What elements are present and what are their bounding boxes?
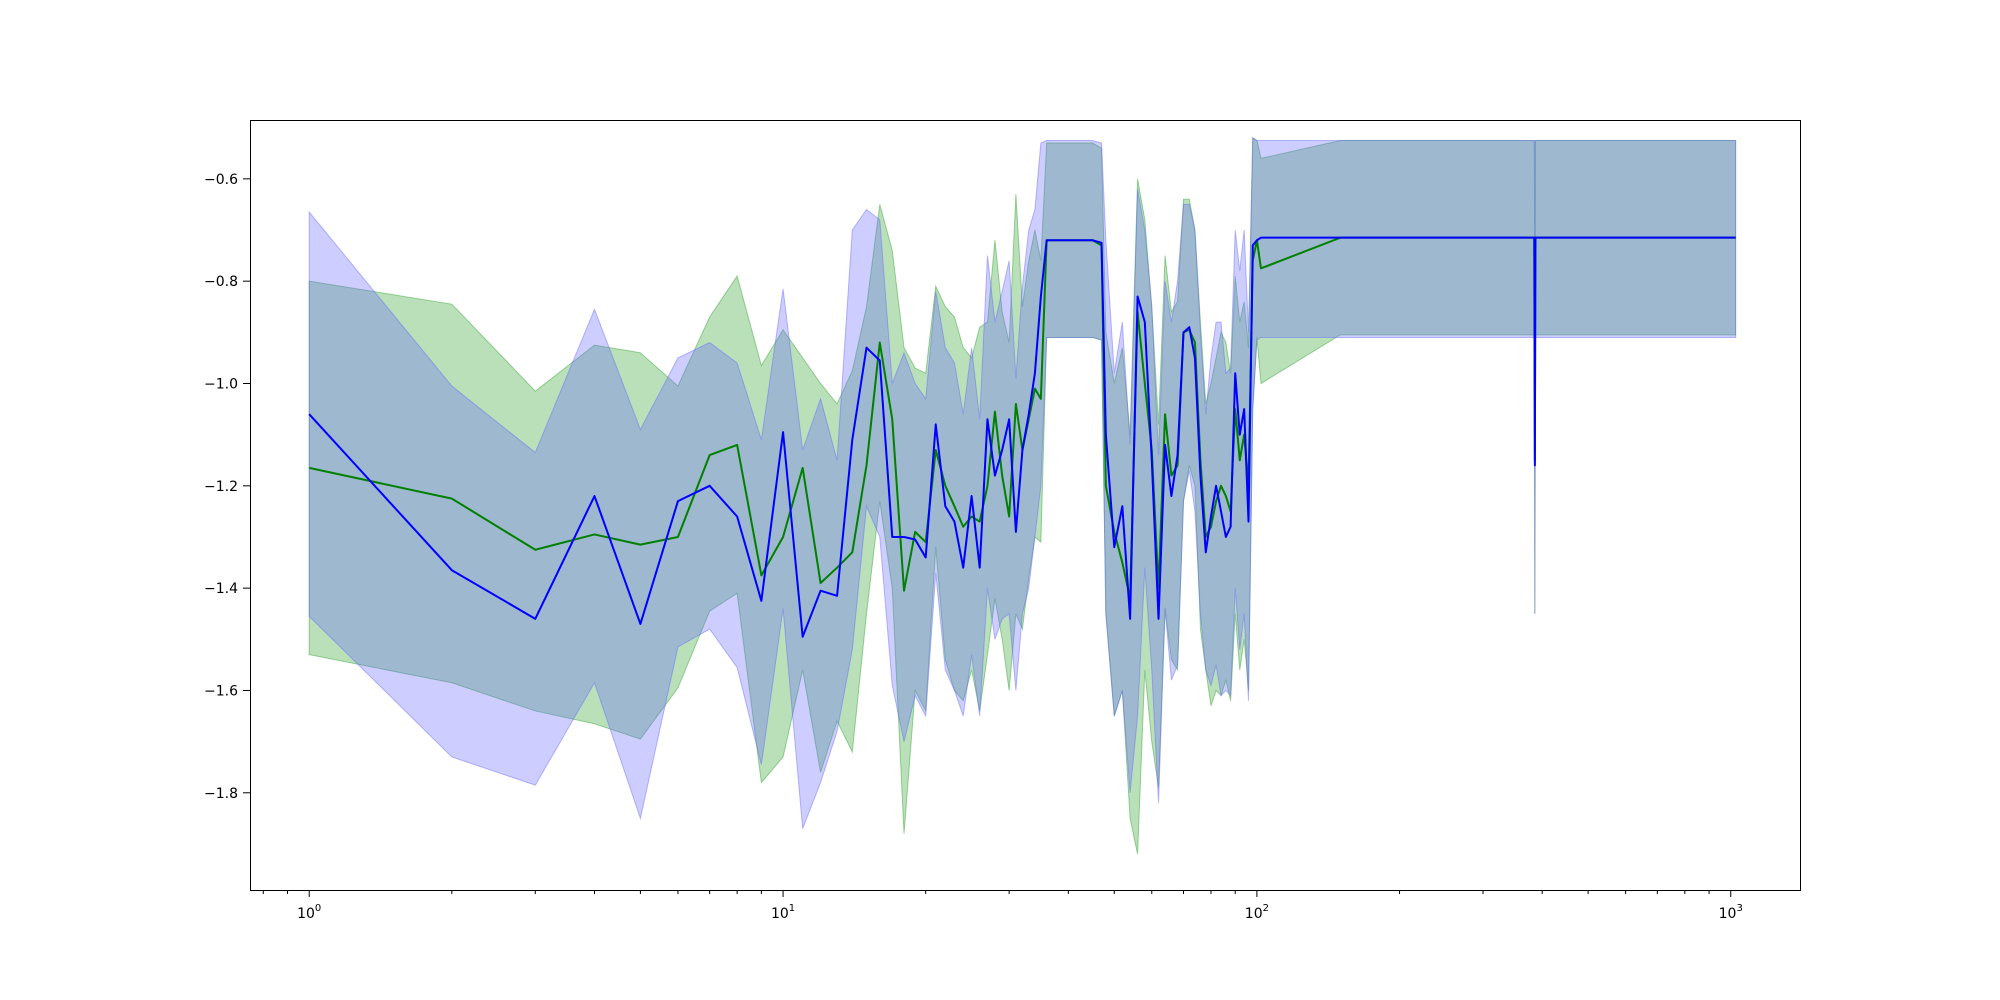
series-lines (308, 236, 1736, 638)
x-tick-label-0-exponent: 0 (315, 903, 321, 914)
confidence-bands (308, 137, 1737, 855)
y-axis: −0.6 −0.8 −1.0 −1.2 −1.4 −1.6 −1.8 (204, 172, 250, 802)
plot-frame (250, 120, 1801, 891)
y-tick-label-3: −1.2 (204, 479, 238, 495)
y-tick-label-0: −0.6 (204, 172, 238, 188)
x-tick-label-3-exponent: 3 (1736, 903, 1742, 914)
y-tick-label-2: −1.0 (204, 376, 238, 392)
series-1-band (308, 137, 1737, 855)
x-tick-label-1: 101 (771, 903, 795, 922)
y-tick-label-6: −1.8 (204, 786, 238, 802)
x-tick-label-2-exponent: 2 (1263, 903, 1269, 914)
series-2-line (308, 236, 1736, 638)
x-tick-label-2-base: 10 (1245, 906, 1263, 922)
y-tick-label-5: −1.6 (204, 683, 238, 699)
x-tick-label-2: 102 (1245, 903, 1269, 922)
x-tick-label-1-base: 10 (771, 906, 789, 922)
x-tick-label-0: 100 (297, 903, 321, 922)
x-tick-label-0-base: 10 (297, 906, 315, 922)
x-axis: 100 101 102 103 (262, 890, 1743, 922)
x-tick-label-3-base: 10 (1719, 906, 1737, 922)
y-tick-label-1: −0.8 (204, 274, 238, 290)
y-tick-label-4: −1.4 (204, 581, 238, 597)
series-2-band (308, 137, 1737, 829)
x-tick-label-1-exponent: 1 (789, 903, 795, 914)
x-tick-label-3: 103 (1719, 903, 1743, 922)
